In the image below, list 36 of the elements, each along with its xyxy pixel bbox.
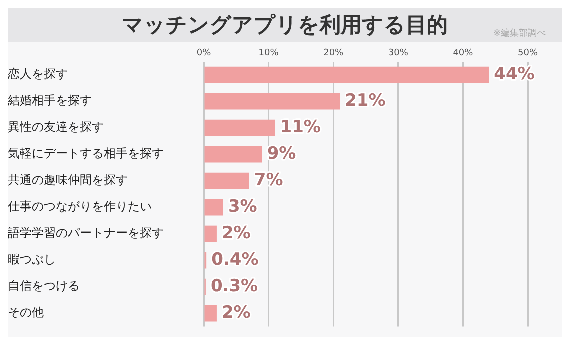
data-label: 2%: [222, 223, 251, 244]
y-tick-label: 仕事のつながりを作りたい: [7, 200, 152, 214]
bar: [204, 93, 340, 110]
bar: [204, 226, 217, 242]
data-label: 21%: [345, 90, 386, 111]
x-tick-label: 10%: [258, 48, 280, 59]
data-label: 11%: [280, 117, 321, 138]
data-label: 7%: [254, 170, 284, 190]
y-tick-label: その他: [8, 306, 44, 320]
bar: [204, 305, 217, 322]
x-tick-label: 40%: [453, 48, 474, 59]
y-tick-label: 語学学習のパートナーを探す: [8, 226, 164, 240]
bar: [204, 66, 490, 84]
text: ※編集部調べ: [493, 28, 546, 40]
y-tick-label: 結婚相手を探す: [7, 94, 92, 108]
data-label: 0.3%: [210, 276, 258, 296]
bar: [204, 120, 276, 136]
y-tick-label: 恋人を探す: [7, 67, 68, 82]
x-tick-label: 0%: [196, 48, 212, 59]
data-label: 3%: [228, 196, 258, 217]
y-tick-label: 共通の趣味仲間を探す: [8, 173, 128, 188]
bar: [204, 146, 262, 163]
chart-title: マッチングアプリを利用する目的: [122, 13, 448, 37]
y-tick-label: 自信をつける: [8, 279, 80, 294]
x-tick-label: 50%: [518, 48, 538, 59]
bar: [204, 172, 250, 190]
bar: [204, 199, 224, 216]
data-label: 44%: [494, 64, 535, 84]
y-tick-label: 気軽にデートする相手を探す: [8, 146, 164, 161]
x-tick-label: 20%: [324, 48, 344, 59]
y-tick-label: 異性の友達を探す: [8, 120, 104, 134]
data-label: 9%: [267, 144, 296, 164]
data-label: 2%: [222, 302, 251, 323]
data-label: 0.4%: [212, 250, 259, 270]
x-tick-label: 30%: [388, 48, 409, 59]
y-tick-label: 暇つぶし: [8, 252, 56, 267]
